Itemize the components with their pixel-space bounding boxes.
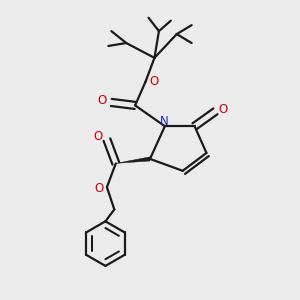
Text: O: O <box>149 75 158 88</box>
Text: O: O <box>218 103 227 116</box>
Text: O: O <box>93 130 103 143</box>
Polygon shape <box>116 157 150 164</box>
Text: O: O <box>98 94 107 107</box>
Text: N: N <box>160 115 169 128</box>
Text: O: O <box>94 182 103 195</box>
